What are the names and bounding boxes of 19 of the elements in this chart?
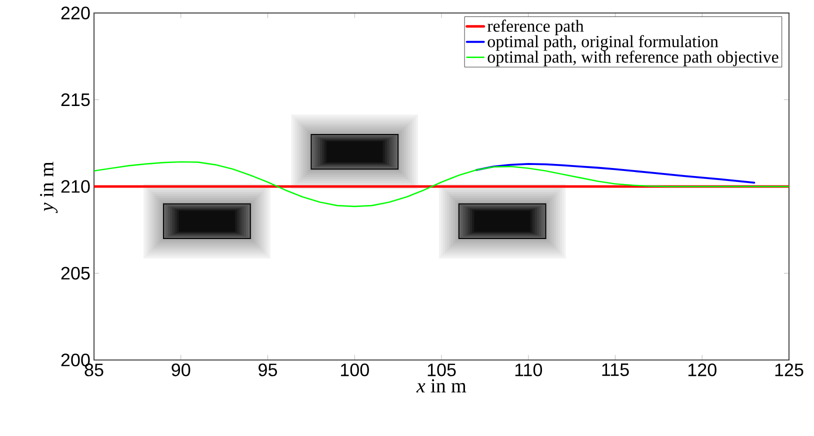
x-tick-label: 90	[172, 364, 190, 376]
x-tick-label: 125	[775, 364, 804, 376]
x-tick-label: 95	[258, 364, 278, 376]
y-tick-label: 205	[61, 266, 90, 280]
x-tick-label: 120	[688, 364, 716, 376]
x-axis-title: x in m	[416, 379, 466, 392]
x-tick-label: 105	[428, 364, 456, 376]
y-axis-title: y in m	[40, 162, 58, 214]
y-tick-label: 210	[61, 180, 90, 193]
legend-label: optimal path, original formulation	[488, 35, 718, 51]
x-tick-label: 110	[515, 364, 542, 376]
y-tick-label: 220	[61, 6, 90, 20]
legend-label: optimal path, with reference path objective	[488, 50, 778, 66]
legend-label: reference path	[487, 20, 584, 36]
line-series	[94, 161, 789, 208]
x-tick-label: 100	[340, 364, 369, 376]
line-series	[475, 162, 756, 184]
x-tick-label: 115	[602, 364, 629, 376]
y-tick-label: 215	[61, 93, 90, 106]
